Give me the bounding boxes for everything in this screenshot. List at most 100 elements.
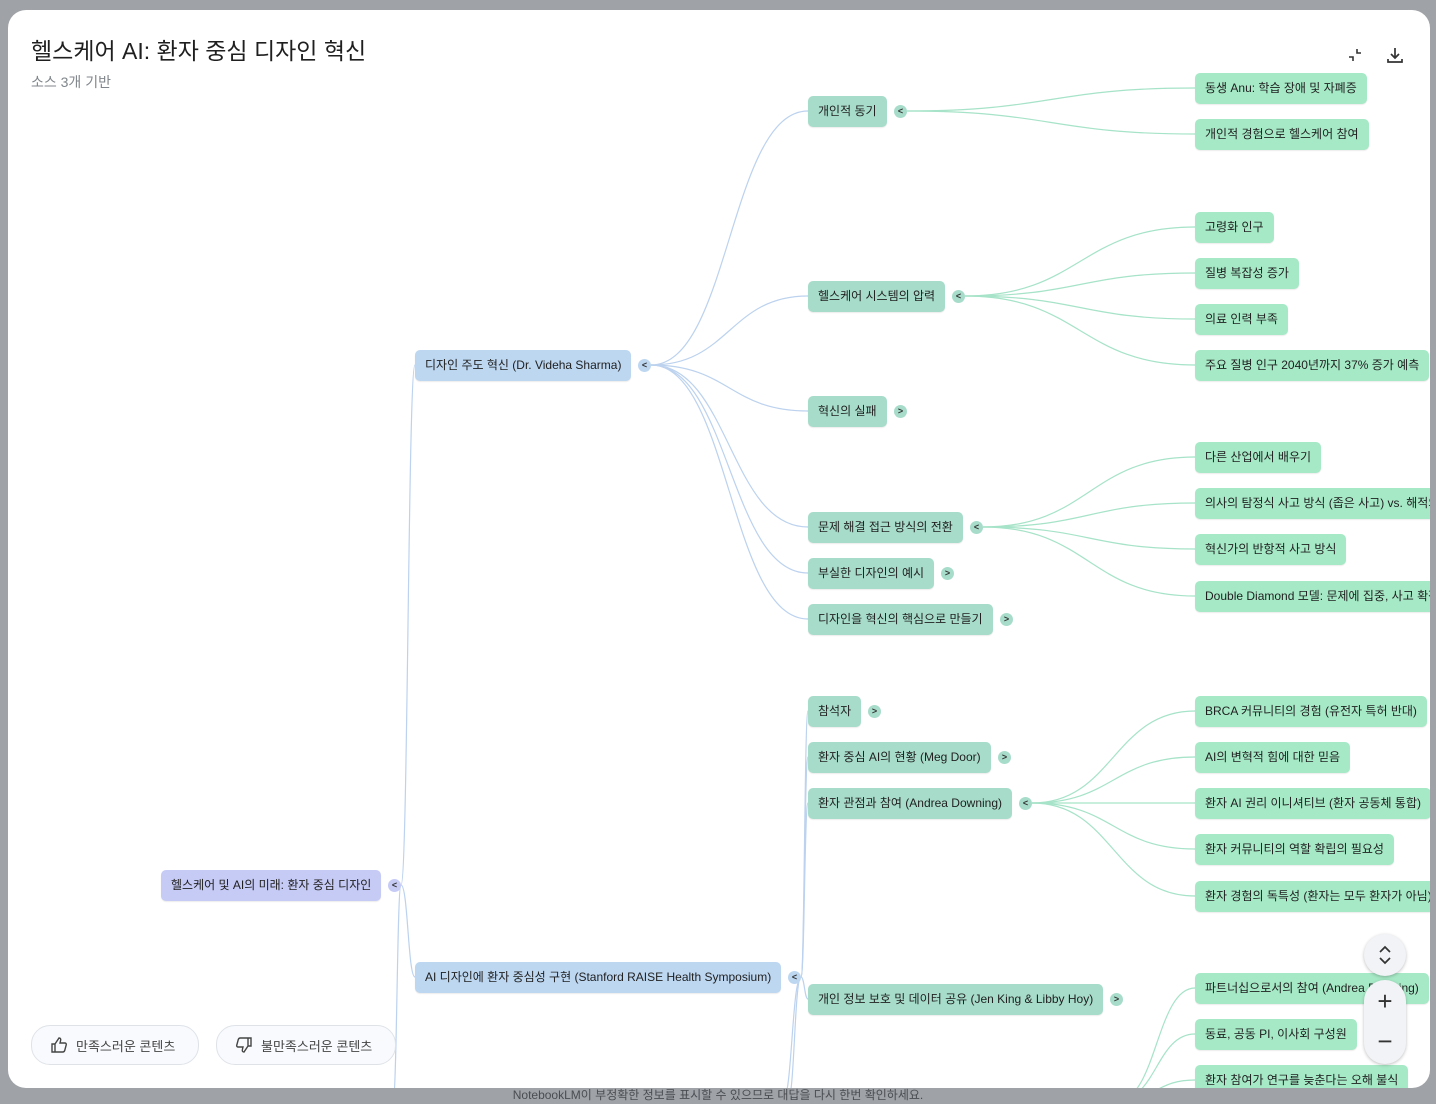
expand-toggle[interactable]: > <box>1110 992 1123 1006</box>
mindmap-node-level2[interactable]: 문제 해결 접근 방식의 전환 <box>808 511 963 543</box>
mindmap-edge <box>964 272 1196 297</box>
mindmap-node-level3[interactable]: Double Diamond 모델: 문제에 집중, 사고 확장 후 <box>1195 580 1430 612</box>
mindmap-node-level3[interactable]: 고령화 인구 <box>1195 211 1274 243</box>
node-label: 동생 Anu: 학습 장애 및 자폐증 <box>1205 80 1357 95</box>
collapse-toggle[interactable]: < <box>788 970 801 984</box>
mindmap-node-level3[interactable]: 혁신가의 반항적 사고 방식 <box>1195 533 1347 565</box>
node-label: 환자 관점과 참여 (Andrea Downing) <box>818 795 1002 810</box>
disclaimer-text: NotebookLM이 부정확한 정보를 표시할 수 있으므로 대답을 다시 한… <box>512 1088 924 1102</box>
mindmap-edge <box>393 884 402 1088</box>
node-label: 혁신의 실패 <box>818 403 877 418</box>
node-label: 의료 인력 부족 <box>1205 311 1278 326</box>
fit-view-button[interactable] <box>1364 934 1406 976</box>
collapse-toggle[interactable]: < <box>970 520 983 534</box>
node-label: 개인적 경험으로 헬스케어 참여 <box>1205 126 1359 141</box>
node-label: 환자 커뮤니티의 역할 확립의 필요성 <box>1205 841 1384 856</box>
source-count: 소스 3개 기반 <box>31 74 111 90</box>
mindmap-node-level2[interactable]: 개인적 동기 <box>808 95 887 127</box>
node-label: 부실한 디자인의 예시 <box>818 565 925 580</box>
mindmap-node-level3[interactable]: 환자 경험의 독특성 (환자는 모두 환자가 아님) <box>1195 880 1430 912</box>
mindmap-node-level3[interactable]: 다른 산업에서 배우기 <box>1195 441 1322 473</box>
expand-toggle[interactable]: > <box>868 704 881 718</box>
collapse-toggle[interactable]: < <box>388 878 401 892</box>
node-label: Double Diamond 모델: 문제에 집중, 사고 확장 후 <box>1205 588 1430 603</box>
mindmap-node-level3[interactable]: 동료, 공동 PI, 이사회 구성원 <box>1195 1018 1357 1050</box>
mindmap-edge <box>1031 710 1196 804</box>
node-label: AI 디자인에 환자 중심성 구현 (Stanford RAISE Health… <box>425 969 772 984</box>
mindmap-edge <box>650 295 809 366</box>
node-label: 디자인 주도 혁신 (Dr. Videha Sharma) <box>425 357 622 372</box>
page-title: 헬스케어 AI: 환자 중심 디자인 혁신 <box>31 38 367 64</box>
mindmap-edge <box>650 110 809 366</box>
mindmap-node-level1[interactable]: AI 디자인에 환자 중심성 구현 (Stanford RAISE Health… <box>415 961 782 993</box>
node-label: 참석자 <box>818 703 852 718</box>
node-label: 문제 해결 접근 방식의 전환 <box>818 519 953 534</box>
mindmap-node-level3[interactable]: 동생 Anu: 학습 장애 및 자폐증 <box>1195 72 1367 104</box>
mindmap-edge <box>790 976 802 1088</box>
mindmap-edge <box>982 456 1196 528</box>
mindmap-edge <box>400 364 416 886</box>
collapse-toggle[interactable]: < <box>894 104 907 118</box>
mindmap-edge <box>906 110 1196 135</box>
expand-toggle[interactable]: > <box>894 404 907 418</box>
expand-toggle[interactable]: > <box>941 566 954 580</box>
mindmap-node-level2[interactable]: 디자인을 혁신의 핵심으로 만들기 <box>808 603 993 635</box>
mindmap-node-level3[interactable]: 환자 참여가 연구를 늦춘다는 오해 불식 <box>1195 1064 1409 1088</box>
mindmap-node-level2[interactable]: 참석자 <box>808 695 862 727</box>
mindmap-node-level2[interactable]: 환자 관점과 참여 (Andrea Downing) <box>808 787 1012 819</box>
mindmap-node-level2[interactable]: 개인 정보 보호 및 데이터 공유 (Jen King & Libby Hoy) <box>808 983 1104 1015</box>
node-label: 환자 AI 권리 이니셔티브 (환자 공동체 통합) <box>1205 795 1421 810</box>
mindmap-node-level3[interactable]: 질병 복잡성 증가 <box>1195 257 1299 289</box>
download-button[interactable] <box>1382 42 1408 68</box>
mindmap-node-level2[interactable]: 헬스케어 시스템의 압력 <box>808 280 946 312</box>
mindmap-edge <box>906 87 1196 112</box>
collapse-toggle[interactable]: < <box>952 289 965 303</box>
mindmap-node-level3[interactable]: AI의 변혁적 힘에 대한 믿음 <box>1195 741 1351 773</box>
mindmap-edge <box>982 526 1196 597</box>
mindmap-node-level3[interactable]: 환자 커뮤니티의 역할 확립의 필요성 <box>1195 833 1394 865</box>
mindmap-edge <box>982 526 1196 550</box>
mindmap-node-level3[interactable]: 개인적 경험으로 헬스케어 참여 <box>1195 118 1369 150</box>
mindmap-node-level3[interactable]: 의사의 탐정식 사고 방식 (좁은 사고) vs. 해적의 망원경 <box>1195 487 1430 519</box>
mindmap-edge <box>964 295 1196 366</box>
mindmap-node-level3[interactable]: 주요 질병 인구 2040년까지 37% 증가 예측 <box>1195 349 1430 381</box>
mindmap-root-node[interactable]: 헬스케어 및 AI의 미래: 환자 중심 디자인 <box>161 869 382 901</box>
collapse-toggle[interactable]: < <box>1019 796 1032 810</box>
mindmap-edge <box>1136 987 1196 1088</box>
dislike-label: 불만족스러운 콘텐츠 <box>261 1038 373 1054</box>
mindmap-edge <box>650 364 809 412</box>
node-label: 고령화 인구 <box>1205 219 1264 234</box>
mindmap-node-level2[interactable]: 환자 중심 AI의 현황 (Meg Door) <box>808 741 991 773</box>
mindmap-edge <box>982 502 1196 528</box>
expand-vertical-icon <box>1379 945 1391 965</box>
mindmap-node-level1[interactable]: 디자인 주도 혁신 (Dr. Videha Sharma) <box>415 349 632 381</box>
like-button[interactable]: 만족스러운 콘텐츠 <box>31 1025 199 1065</box>
node-label: 환자 중심 AI의 현황 (Meg Door) <box>818 749 981 764</box>
collapse-toggle[interactable]: < <box>638 358 651 372</box>
collapse-icon <box>1349 49 1361 61</box>
mindmap-node-level3[interactable]: 의료 인력 부족 <box>1195 303 1288 335</box>
mindmap-panel: 헬스케어 AI: 환자 중심 디자인 혁신 소스 3개 기반 헬스케어 및 AI… <box>8 10 1430 1088</box>
mindmap-node-level3[interactable]: 환자 AI 권리 이니셔티브 (환자 공동체 통합) <box>1195 787 1430 819</box>
mindmap-node-level3[interactable]: BRCA 커뮤니티의 경험 (유전자 특허 반대) <box>1195 695 1427 727</box>
mindmap-edge <box>650 364 809 620</box>
mindmap-node-level2[interactable]: 혁신의 실패 <box>808 395 887 427</box>
collapse-button[interactable] <box>1342 42 1368 68</box>
mindmap-edge <box>400 884 416 978</box>
node-label: 의사의 탐정식 사고 방식 (좁은 사고) vs. 해적의 망원경 <box>1205 495 1430 510</box>
mindmap-edge <box>1031 802 1196 850</box>
zoom-out-button[interactable]: − <box>1377 1026 1393 1056</box>
thumbs-down-icon <box>236 1037 252 1053</box>
node-label: 환자 참여가 연구를 늦춘다는 오해 불식 <box>1205 1072 1399 1087</box>
mindmap-edge <box>800 802 809 978</box>
mindmap-node-level2[interactable]: 부실한 디자인의 예시 <box>808 557 935 589</box>
download-icon <box>1387 48 1403 63</box>
dislike-button[interactable]: 불만족스러운 콘텐츠 <box>216 1025 396 1065</box>
expand-toggle[interactable]: > <box>1000 612 1013 626</box>
node-label: 환자 경험의 독특성 (환자는 모두 환자가 아님) <box>1205 888 1430 903</box>
expand-toggle[interactable]: > <box>998 750 1011 764</box>
node-label: 디자인을 혁신의 핵심으로 만들기 <box>818 611 983 626</box>
zoom-controls: + − <box>1364 980 1406 1064</box>
mindmap-edge <box>650 364 809 574</box>
zoom-in-button[interactable]: + <box>1377 986 1393 1016</box>
